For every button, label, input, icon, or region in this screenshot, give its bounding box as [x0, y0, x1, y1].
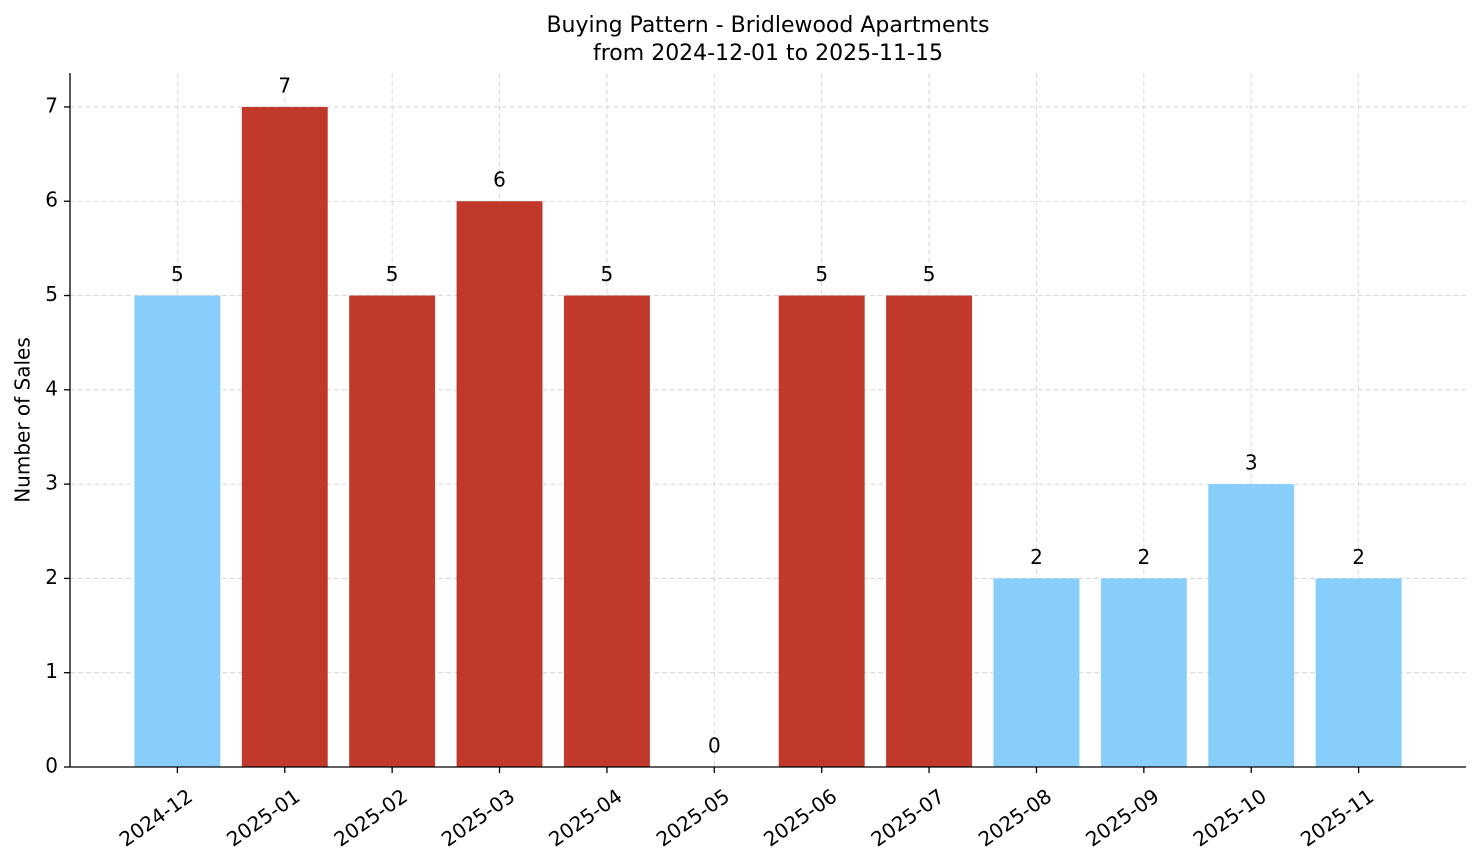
value-label: 3 — [1245, 451, 1258, 475]
value-label: 0 — [708, 734, 721, 758]
x-tick-label: 2025-05 — [652, 784, 734, 852]
bar — [241, 106, 328, 767]
y-tick-label: 6 — [45, 188, 58, 212]
bar — [993, 578, 1080, 767]
value-label: 5 — [923, 262, 936, 286]
x-tick-label: 2025-04 — [544, 784, 626, 852]
x-tick-label: 2024-12 — [115, 784, 197, 852]
value-label: 2 — [1352, 545, 1365, 569]
value-label: 7 — [278, 73, 291, 97]
x-tick-label: 2025-09 — [1081, 784, 1163, 852]
value-label: 2 — [1030, 545, 1043, 569]
y-tick-label: 4 — [45, 376, 58, 400]
bar — [778, 295, 865, 767]
y-tick-label: 2 — [45, 565, 58, 589]
value-label: 6 — [493, 168, 506, 192]
x-tick-label: 2025-10 — [1189, 784, 1271, 852]
chart-subtitle: from 2024-12-01 to 2025-11-15 — [593, 41, 943, 66]
y-axis-label: Number of Sales — [11, 337, 35, 503]
bar — [1315, 578, 1402, 767]
bar — [134, 295, 221, 767]
y-tick-label: 0 — [45, 754, 58, 778]
bar — [1208, 484, 1295, 767]
y-tick-label: 3 — [45, 471, 58, 495]
x-tick-label: 2025-08 — [974, 784, 1056, 852]
value-label: 5 — [171, 262, 184, 286]
value-label: 5 — [815, 262, 828, 286]
chart-title: Buying Pattern - Bridlewood Apartments — [546, 13, 989, 38]
value-label: 5 — [386, 262, 399, 286]
bar — [886, 295, 973, 767]
x-tick-label: 2025-03 — [437, 784, 519, 852]
value-label: 5 — [601, 262, 614, 286]
y-tick-label: 7 — [45, 93, 58, 117]
bar — [456, 201, 543, 767]
x-tick-label: 2025-07 — [866, 784, 948, 852]
x-tick-label: 2025-06 — [759, 784, 841, 852]
y-tick-label: 1 — [45, 659, 58, 683]
x-tick-label: 2025-01 — [222, 784, 304, 852]
bar — [563, 295, 650, 767]
x-tick-label: 2025-11 — [1296, 784, 1378, 852]
value-label: 2 — [1137, 545, 1150, 569]
bar — [1100, 578, 1187, 767]
bar — [349, 295, 436, 767]
x-tick-label: 2025-02 — [330, 784, 412, 852]
y-tick-label: 5 — [45, 282, 58, 306]
